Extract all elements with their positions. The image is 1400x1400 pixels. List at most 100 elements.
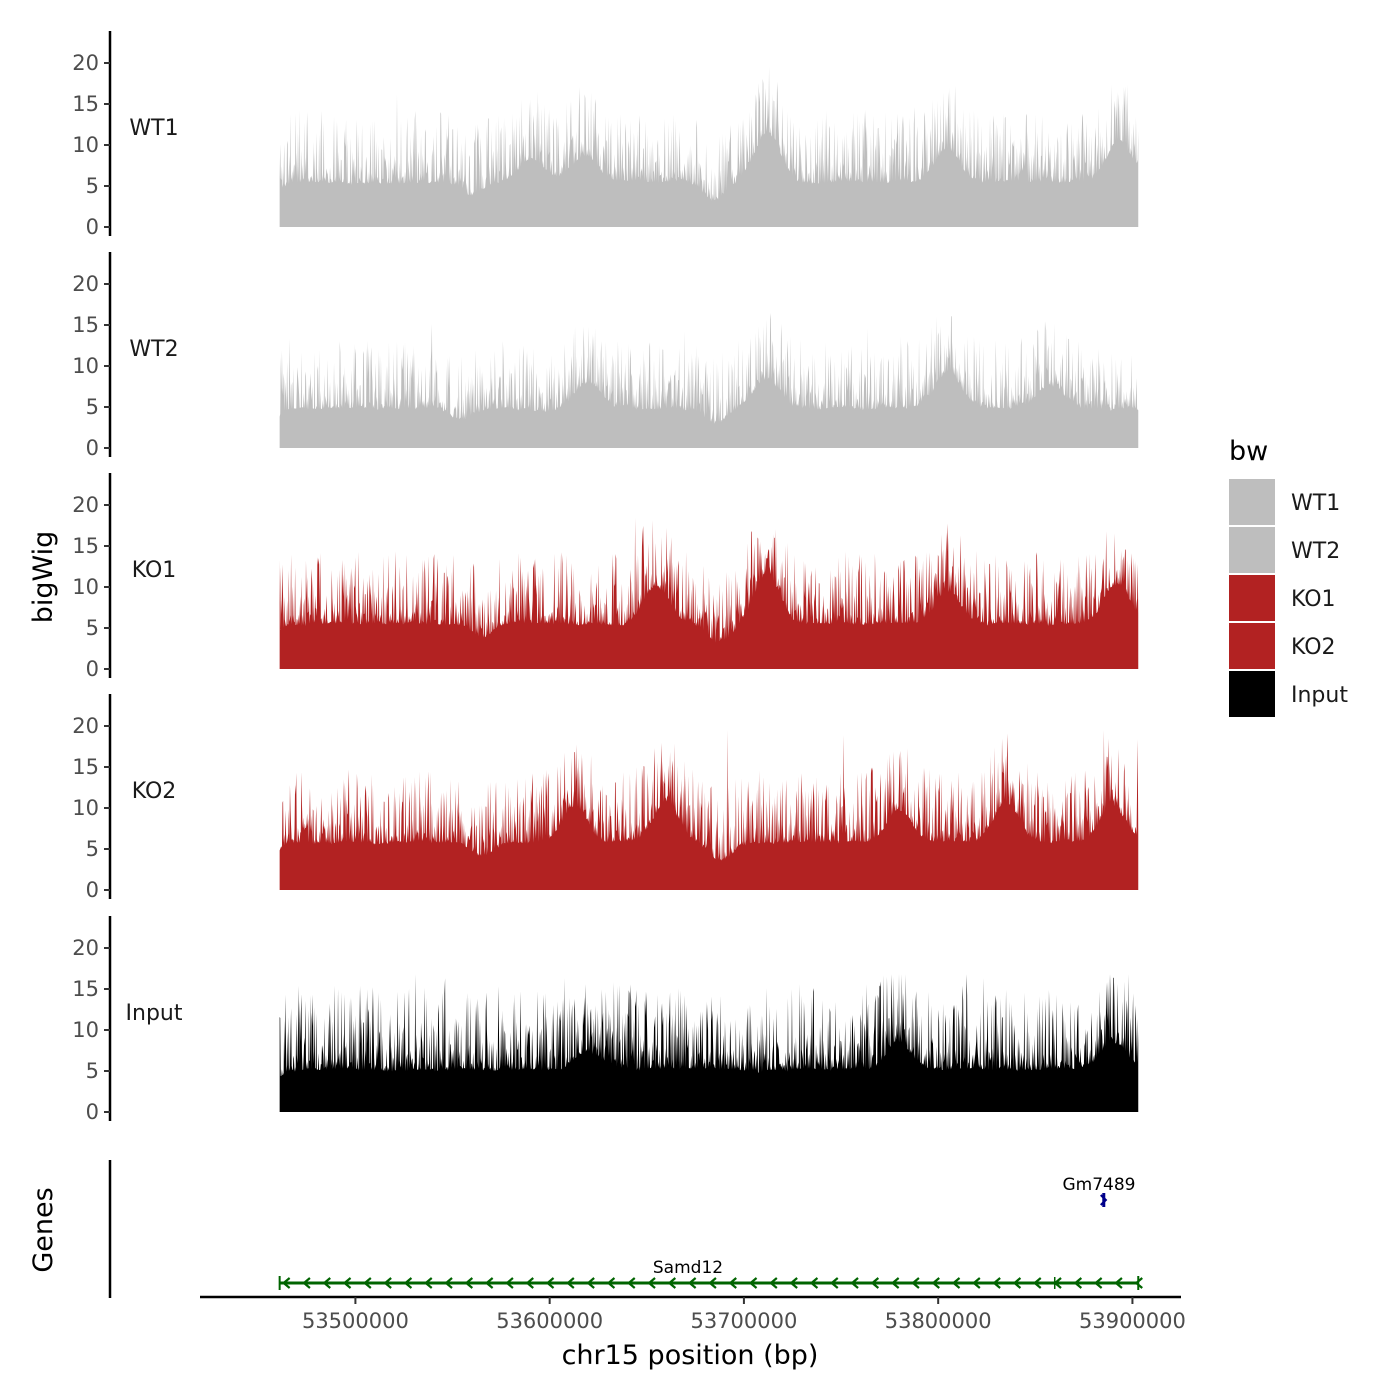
legend-label-ko2: KO2	[1291, 635, 1336, 660]
y-tick-label-ko1-15: 15	[72, 534, 99, 558]
track-label-input: Input	[126, 1001, 183, 1026]
track-label-ko1: KO1	[132, 558, 177, 583]
coverage-area-wt2	[279, 312, 1139, 448]
gene-strand-arrow-samd12-29	[870, 1277, 880, 1289]
legend-swatch-wt2	[1229, 527, 1275, 573]
y-tick-label-ko2-0: 0	[86, 878, 99, 902]
gene-strand-arrow-samd12-26	[809, 1277, 819, 1289]
gene-strand-arrow-samd12-17	[627, 1277, 636, 1289]
y-tick-label-input-10: 10	[72, 1018, 99, 1042]
gene-strand-arrow-samd12-21	[708, 1277, 717, 1289]
gene-strand-arrow-samd12-27	[830, 1277, 839, 1289]
gene-strand-arrow-samd12-6	[403, 1277, 413, 1289]
gene-strand-arrow-samd12-34	[972, 1277, 981, 1289]
gene-strand-arrow-samd12-7	[424, 1277, 433, 1289]
gene-strand-arrow-samd12-39	[1073, 1277, 1083, 1289]
y-tick-label-wt1-5: 5	[86, 174, 99, 198]
gene-strand-arrow-samd12-42	[1134, 1277, 1143, 1289]
y-tick-label-input-15: 15	[72, 977, 99, 1001]
gene-strand-arrow-samd12-12	[525, 1277, 534, 1289]
legend-title: bw	[1229, 436, 1268, 467]
x-tick-label-4: 53900000	[1079, 1309, 1186, 1333]
gene-strand-arrow-samd12-4	[363, 1277, 372, 1289]
gene-strand-arrow-samd12-13	[545, 1277, 555, 1289]
legend-swatch-ko2	[1229, 623, 1275, 669]
coverage-area-ko1	[279, 517, 1139, 669]
coverage-area-input	[279, 974, 1139, 1112]
gene-strand-arrow-samd12-11	[505, 1277, 514, 1289]
y-tick-label-input-0: 0	[86, 1100, 99, 1124]
y-tick-label-wt2-0: 0	[86, 436, 99, 460]
gene-strand-arrow-samd12-20	[687, 1277, 697, 1289]
gene-strand-arrow-samd12-37	[1033, 1277, 1042, 1289]
gene-strand-arrow-samd12-16	[606, 1277, 616, 1289]
gene-strand-arrow-samd12-3	[342, 1277, 352, 1289]
gene-strand-arrow-samd12-8	[444, 1277, 453, 1289]
y-tick-label-ko2-10: 10	[72, 796, 99, 820]
legend-label-input: Input	[1291, 683, 1348, 708]
x-tick-label-0: 53500000	[302, 1309, 409, 1333]
legend-label-wt2: WT2	[1291, 539, 1340, 564]
gene-strand-arrow-samd12-35	[992, 1277, 1001, 1289]
gene-strand-arrow-samd12-41	[1114, 1277, 1123, 1289]
y-tick-label-ko2-20: 20	[72, 714, 99, 738]
coverage-area-wt1	[279, 66, 1139, 227]
x-axis-title: chr15 position (bp)	[562, 1340, 819, 1371]
gene-strand-arrow-samd12-1	[302, 1277, 311, 1289]
gene-strand-arrow-samd12-14	[566, 1277, 575, 1289]
y-tick-label-ko2-5: 5	[86, 837, 99, 861]
y-tick-label-ko2-15: 15	[72, 755, 99, 779]
y-tick-label-wt1-20: 20	[72, 51, 99, 75]
y-tick-label-wt2-10: 10	[72, 354, 99, 378]
y-tick-label-wt2-15: 15	[72, 313, 99, 337]
gene-strand-arrow-gm7489	[1100, 1194, 1108, 1206]
gene-strand-arrow-samd12-30	[890, 1277, 900, 1289]
gene-strand-arrow-samd12-9	[464, 1277, 474, 1289]
legend-swatch-wt1	[1229, 479, 1275, 525]
y-axis-title: bigWig	[28, 531, 59, 624]
y-tick-label-wt1-0: 0	[86, 215, 99, 239]
legend-label-ko1: KO1	[1291, 587, 1336, 612]
track-label-wt1: WT1	[129, 116, 178, 141]
y-tick-label-input-5: 5	[86, 1059, 99, 1083]
gene-strand-arrow-samd12-33	[951, 1277, 961, 1289]
gene-strand-arrow-samd12-32	[931, 1277, 940, 1289]
gene-strand-arrow-samd12-18	[647, 1277, 656, 1289]
track-label-ko2: KO2	[132, 779, 177, 804]
gene-strand-arrow-samd12-24	[769, 1277, 778, 1289]
gene-strand-arrow-samd12-22	[728, 1277, 737, 1289]
gene-strand-arrow-samd12-5	[383, 1277, 392, 1289]
legend-swatch-ko1	[1229, 575, 1275, 621]
x-tick-label-2: 53700000	[690, 1309, 797, 1333]
gene-strand-arrow-samd12-0	[281, 1277, 291, 1289]
gene-strand-arrow-samd12-23	[748, 1277, 758, 1289]
gene-label-gm7489: Gm7489	[1063, 1175, 1136, 1195]
y-tick-label-wt1-15: 15	[72, 92, 99, 116]
y-tick-label-wt2-20: 20	[72, 272, 99, 296]
gene-strand-arrow-samd12-36	[1012, 1277, 1022, 1289]
legend-swatch-input	[1229, 671, 1275, 717]
gene-strand-arrow-samd12-31	[911, 1277, 920, 1289]
y-tick-label-ko1-20: 20	[72, 493, 99, 517]
gene-strand-arrow-samd12-38	[1053, 1277, 1062, 1289]
gene-strand-arrow-samd12-15	[586, 1277, 595, 1289]
y-tick-label-ko1-5: 5	[86, 616, 99, 640]
coverage-area-ko2	[279, 730, 1139, 890]
gene-strand-arrow-samd12-10	[484, 1277, 494, 1289]
y-tick-label-wt2-5: 5	[86, 395, 99, 419]
y-tick-label-wt1-10: 10	[72, 133, 99, 157]
gene-strand-arrow-samd12-25	[789, 1277, 798, 1289]
gene-strand-arrow-samd12-19	[667, 1277, 677, 1289]
genes-panel-label: Genes	[28, 1187, 59, 1272]
y-tick-label-ko1-10: 10	[72, 575, 99, 599]
x-tick-label-1: 53600000	[496, 1309, 603, 1333]
y-tick-label-input-20: 20	[72, 936, 99, 960]
track-label-wt2: WT2	[129, 337, 178, 362]
y-tick-label-ko1-0: 0	[86, 657, 99, 681]
gene-strand-arrow-samd12-2	[322, 1277, 331, 1289]
x-tick-label-3: 53800000	[885, 1309, 992, 1333]
gene-strand-arrow-samd12-40	[1093, 1277, 1103, 1289]
gene-label-samd12: Samd12	[653, 1258, 723, 1278]
gene-strand-arrow-samd12-28	[850, 1277, 859, 1289]
